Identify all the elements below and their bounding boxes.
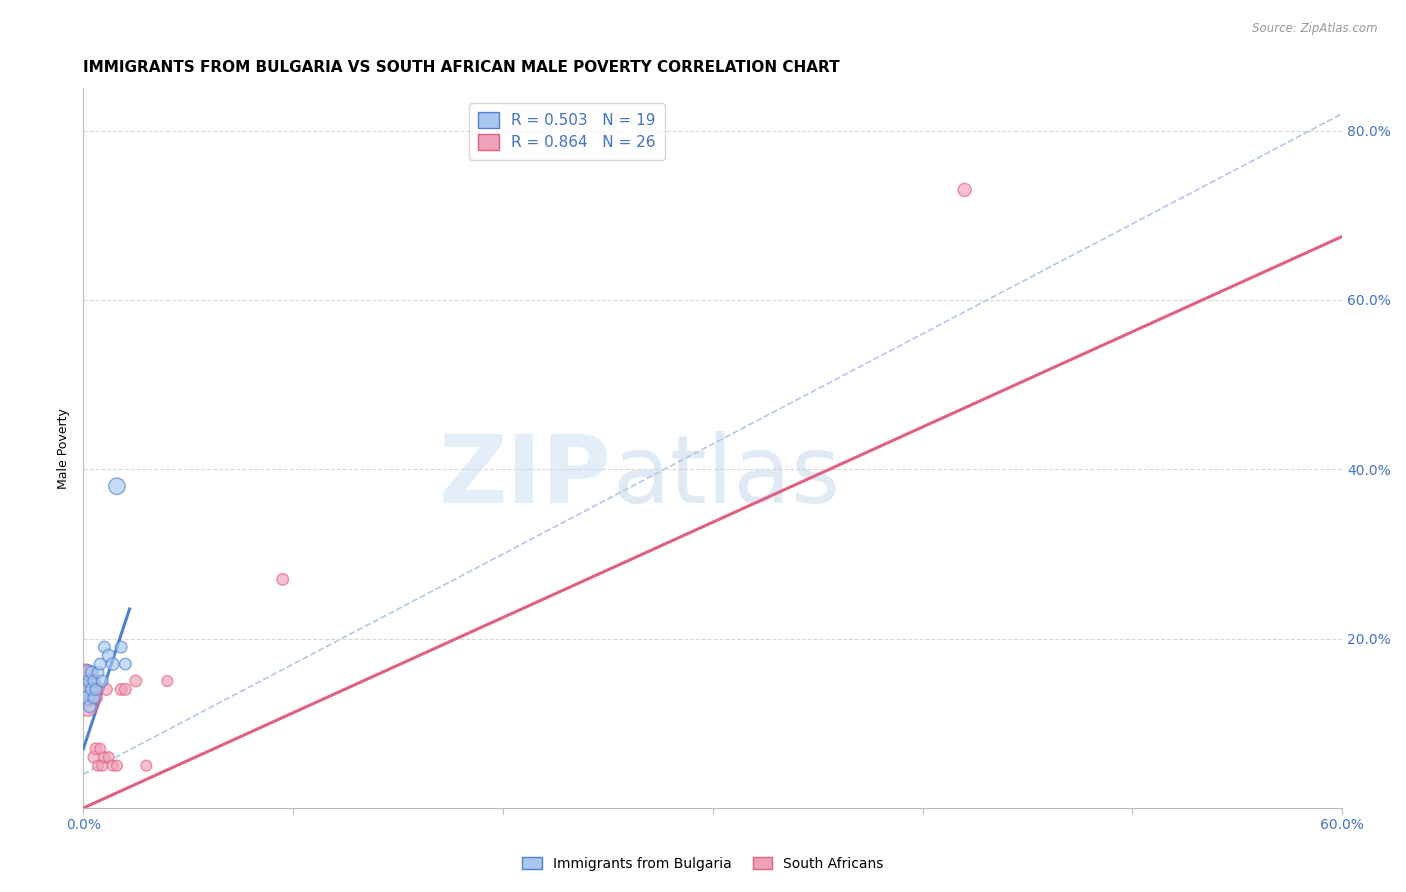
- Point: [80, 665, 103, 680]
- Point: [84, 741, 107, 756]
- Text: atlas: atlas: [612, 431, 841, 523]
- Y-axis label: Male Poverty: Male Poverty: [58, 408, 70, 489]
- Legend: Immigrants from Bulgaria, South Africans: Immigrants from Bulgaria, South Africans: [517, 851, 889, 876]
- Point: [75, 665, 97, 680]
- Text: Source: ZipAtlas.com: Source: ZipAtlas.com: [1253, 22, 1378, 36]
- Point: [97, 648, 120, 663]
- Point: [271, 573, 294, 587]
- Point: [87, 758, 110, 772]
- Point: [105, 758, 128, 772]
- Point: [76, 673, 98, 688]
- Point: [110, 640, 132, 654]
- Point: [89, 657, 111, 671]
- Point: [110, 682, 132, 697]
- Point: [101, 758, 124, 772]
- Point: [89, 741, 111, 756]
- Point: [79, 673, 101, 688]
- Point: [105, 479, 128, 493]
- Point: [953, 183, 976, 197]
- Point: [76, 690, 98, 705]
- Point: [84, 690, 107, 705]
- Point: [93, 750, 115, 764]
- Point: [125, 673, 148, 688]
- Point: [91, 758, 114, 772]
- Point: [76, 699, 98, 714]
- Point: [87, 665, 110, 680]
- Point: [83, 673, 105, 688]
- Point: [91, 673, 114, 688]
- Point: [83, 690, 105, 705]
- Point: [76, 665, 98, 680]
- Point: [135, 758, 157, 772]
- Point: [75, 682, 97, 697]
- Point: [83, 750, 105, 764]
- Text: IMMIGRANTS FROM BULGARIA VS SOUTH AFRICAN MALE POVERTY CORRELATION CHART: IMMIGRANTS FROM BULGARIA VS SOUTH AFRICA…: [83, 60, 839, 75]
- Text: ZIP: ZIP: [439, 431, 612, 523]
- Point: [93, 640, 115, 654]
- Point: [75, 682, 97, 697]
- Point: [80, 682, 103, 697]
- Point: [156, 673, 179, 688]
- Point: [79, 665, 101, 680]
- Point: [101, 657, 124, 671]
- Point: [79, 699, 101, 714]
- Legend: R = 0.503   N = 19, R = 0.864   N = 26: R = 0.503 N = 19, R = 0.864 N = 26: [468, 103, 665, 160]
- Point: [96, 682, 118, 697]
- Point: [114, 657, 136, 671]
- Point: [114, 682, 136, 697]
- Point: [97, 750, 120, 764]
- Point: [80, 673, 103, 688]
- Point: [80, 682, 103, 697]
- Point: [79, 690, 101, 705]
- Point: [84, 682, 107, 697]
